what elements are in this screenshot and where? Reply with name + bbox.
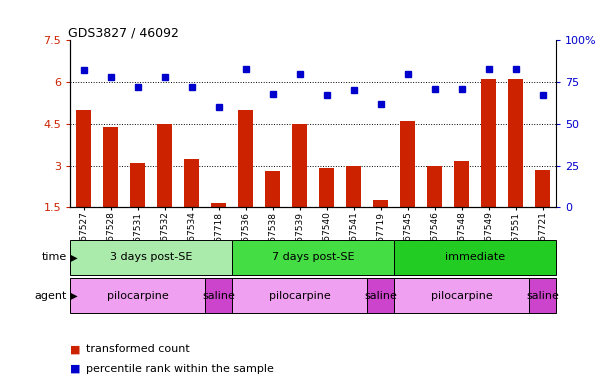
Bar xyxy=(76,110,91,207)
Bar xyxy=(394,240,556,275)
Bar xyxy=(185,159,199,207)
Bar xyxy=(373,200,388,207)
Bar xyxy=(238,110,253,207)
Text: ▶: ▶ xyxy=(67,291,78,301)
Text: saline: saline xyxy=(202,291,235,301)
Bar xyxy=(367,278,394,313)
Text: pilocarpine: pilocarpine xyxy=(107,291,169,301)
Bar xyxy=(103,127,118,207)
Bar xyxy=(400,121,415,207)
Bar xyxy=(529,278,556,313)
Text: saline: saline xyxy=(526,291,559,301)
Text: 3 days post-SE: 3 days post-SE xyxy=(110,252,192,262)
Text: pilocarpine: pilocarpine xyxy=(269,291,331,301)
Bar xyxy=(232,240,394,275)
Text: immediate: immediate xyxy=(445,252,505,262)
Bar xyxy=(70,240,232,275)
Bar xyxy=(70,278,205,313)
Bar xyxy=(205,278,232,313)
Text: ▶: ▶ xyxy=(67,252,78,262)
Bar xyxy=(211,203,226,207)
Bar xyxy=(454,161,469,207)
Text: saline: saline xyxy=(364,291,397,301)
Bar xyxy=(319,168,334,207)
Bar xyxy=(157,124,172,207)
Bar xyxy=(292,124,307,207)
Text: agent: agent xyxy=(35,291,67,301)
Bar xyxy=(265,171,280,207)
Text: 7 days post-SE: 7 days post-SE xyxy=(272,252,354,262)
Bar xyxy=(346,166,361,207)
Text: transformed count: transformed count xyxy=(86,344,189,354)
Bar xyxy=(481,79,496,207)
Bar xyxy=(394,278,529,313)
Text: ■: ■ xyxy=(70,364,84,374)
Bar xyxy=(130,163,145,207)
Text: time: time xyxy=(42,252,67,262)
Text: GDS3827 / 46092: GDS3827 / 46092 xyxy=(68,26,178,39)
Bar xyxy=(508,79,523,207)
Text: pilocarpine: pilocarpine xyxy=(431,291,492,301)
Bar xyxy=(535,170,550,207)
Bar xyxy=(427,166,442,207)
Text: percentile rank within the sample: percentile rank within the sample xyxy=(86,364,273,374)
Text: ■: ■ xyxy=(70,344,84,354)
Bar xyxy=(232,278,367,313)
